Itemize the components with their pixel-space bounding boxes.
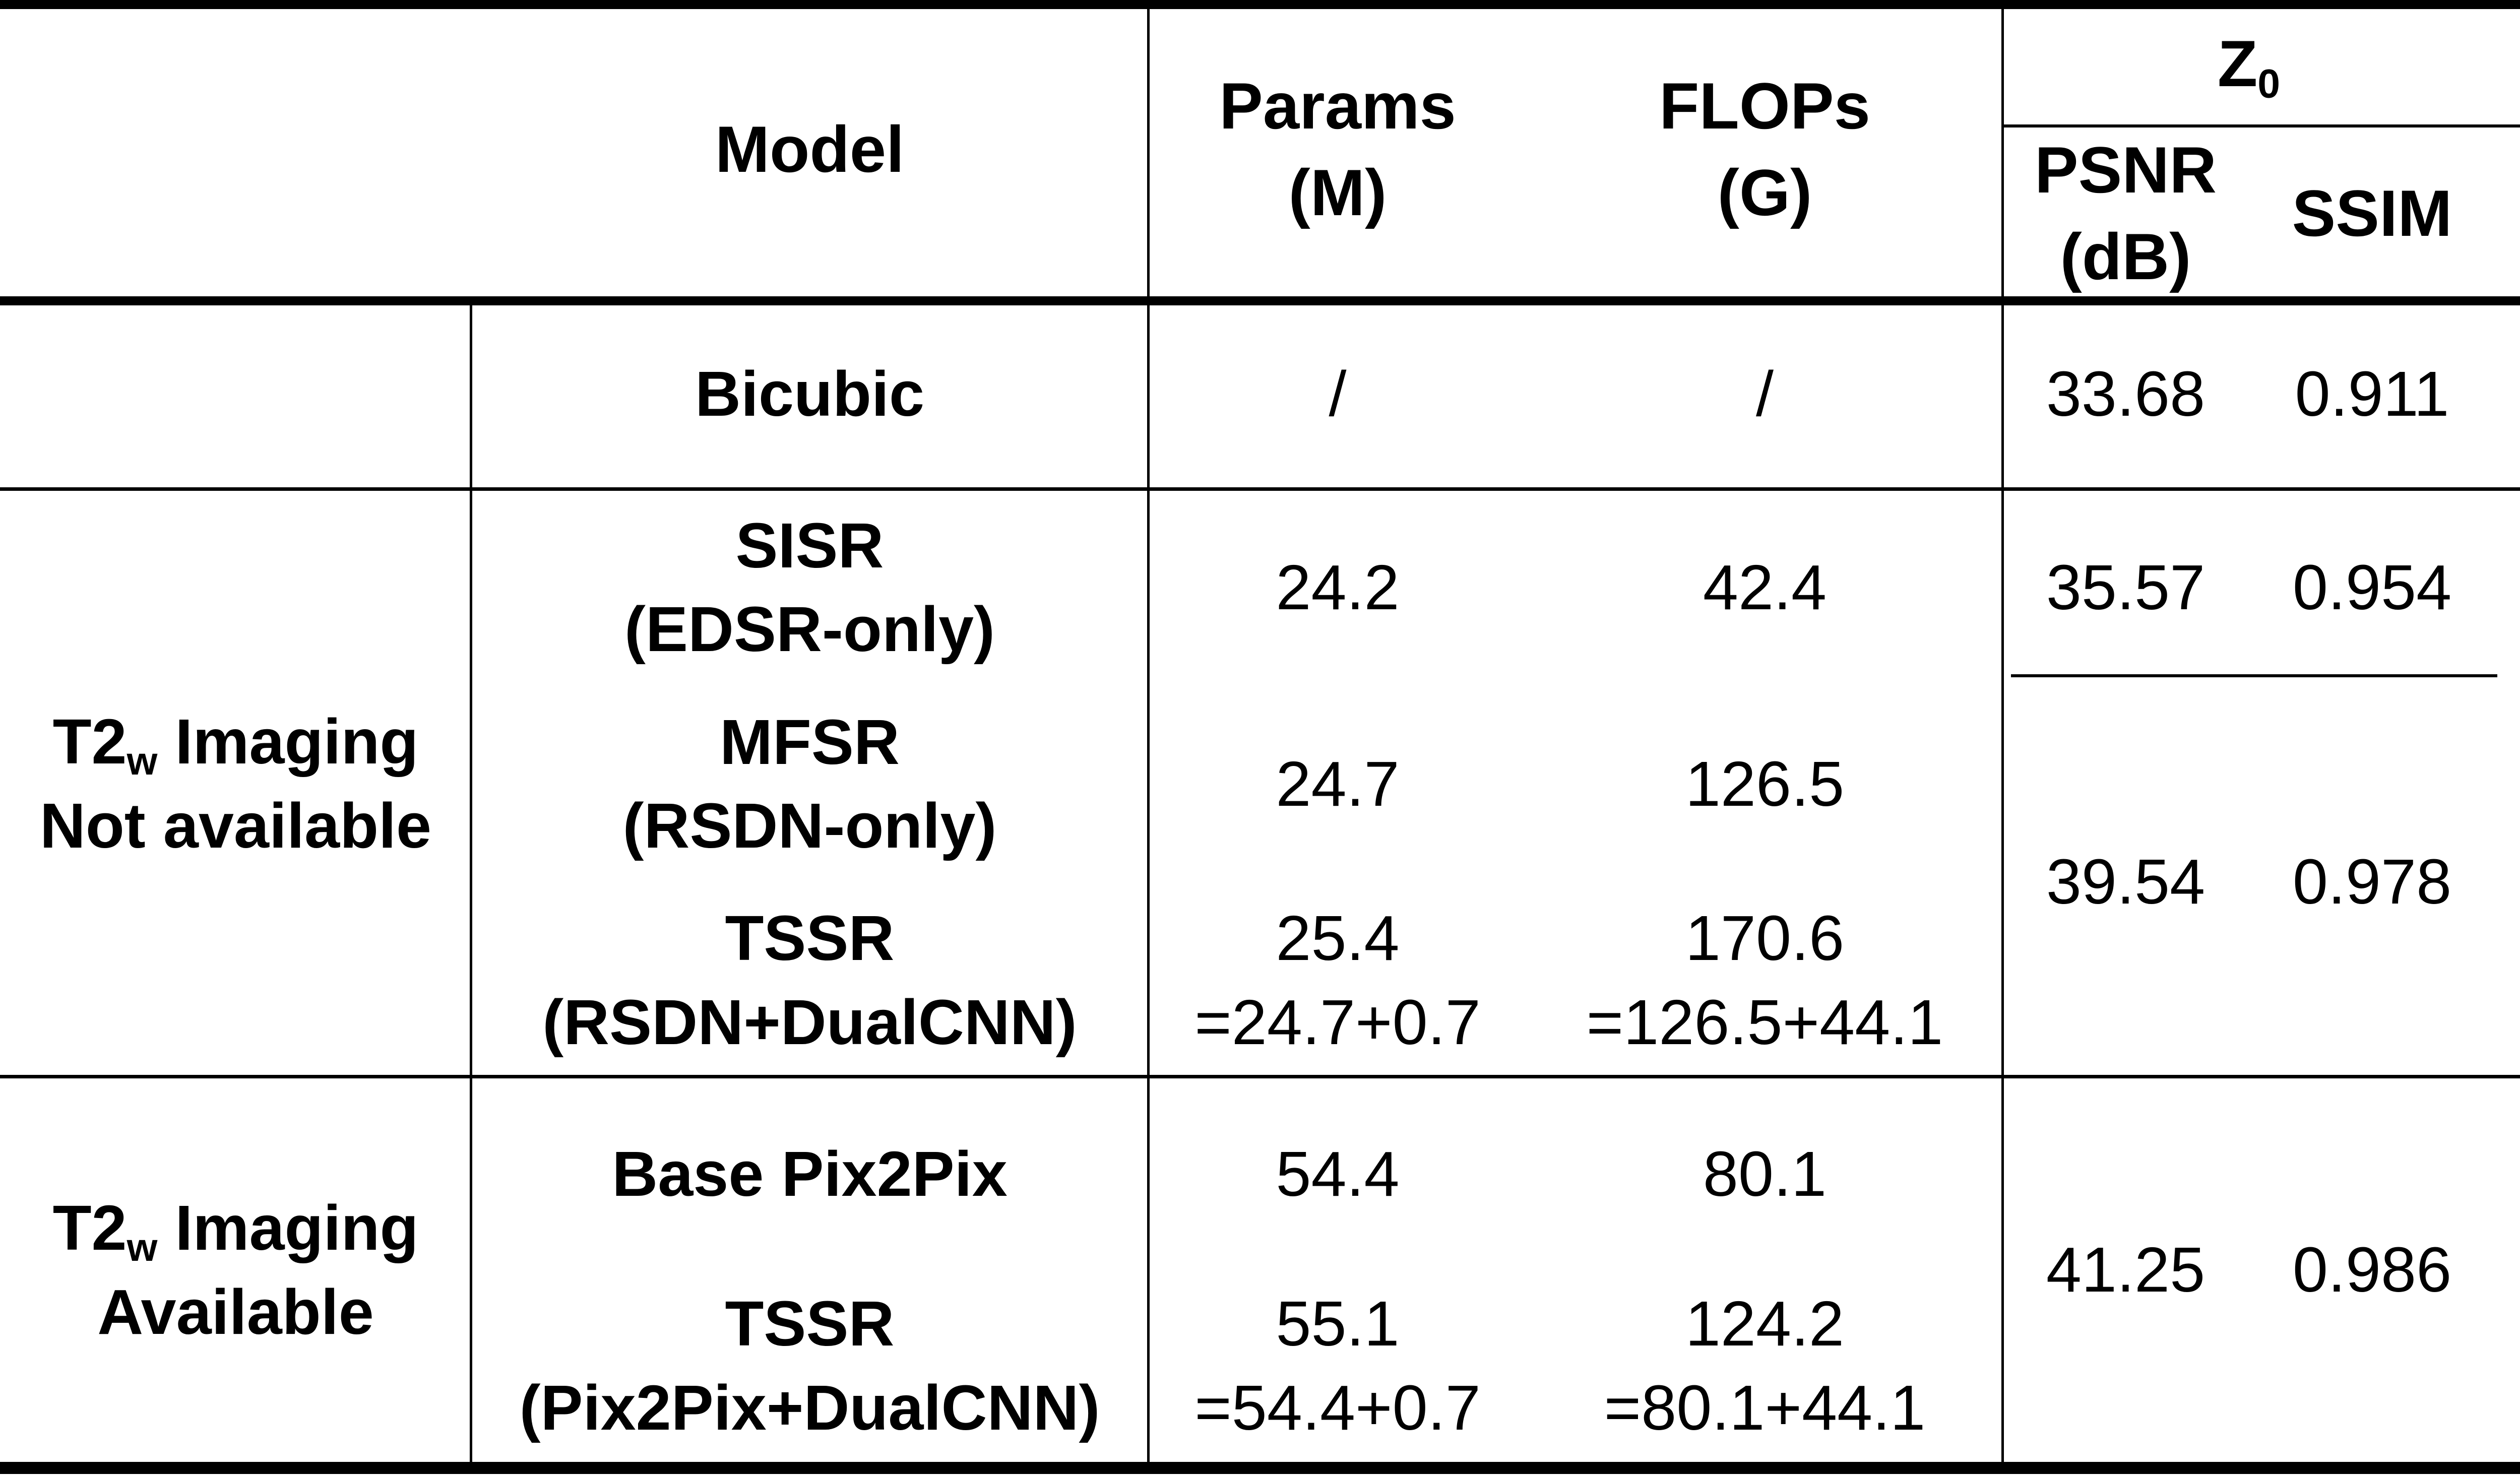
rule-top-border xyxy=(0,0,2520,9)
group2-w-subscript: w xyxy=(127,1225,158,1270)
flops-tssr-rsdn: 170.6 =126.5+44.1 xyxy=(1586,903,1943,1058)
bicubic-z0-ssim: 0.911 xyxy=(2295,358,2449,430)
model-tssr-rsdn: TSSR (RSDN+DualCNN) xyxy=(542,903,1077,1058)
params-tssr-rsdn: 25.4 =24.7+0.7 xyxy=(1194,903,1481,1058)
group2-merged-z0-psnr: 41.25 xyxy=(2046,1234,2206,1306)
group1-t2: T2 xyxy=(52,706,127,778)
group1-w-subscript: w xyxy=(127,739,158,784)
params-base-pix2pix: 54.4 xyxy=(1276,1138,1400,1209)
params-tssr-pix2pix: 55.1 =54.4+0.7 xyxy=(1194,1288,1481,1443)
group1-line2: Not available xyxy=(39,790,432,861)
group-header-ld-apt: LD-APT xyxy=(2495,0,2520,127)
model-base-pix2pix: Base Pix2Pix xyxy=(612,1138,1007,1209)
flops-base-pix2pix: 80.1 xyxy=(1703,1138,1827,1209)
model-sisr: SISR (EDSR-only) xyxy=(624,509,995,665)
group1-merged-z0-ssim: 0.978 xyxy=(2292,846,2452,918)
group2-t2: T2 xyxy=(52,1192,127,1264)
tssr-rsdn-ldapt-psnr: 32.48 xyxy=(2495,882,2520,1078)
group2-merged-z0-ssim: 0.986 xyxy=(2292,1234,2452,1306)
vline-grouplabel-model xyxy=(470,305,472,1462)
bicubic-ldapt-psnr: 25.67 xyxy=(2495,299,2520,489)
sisr-ldapt-psnr: 25.96 xyxy=(2495,489,2520,686)
rule-bottom-border xyxy=(0,1462,2520,1474)
model-mfsr: MFSR (RSDN-only) xyxy=(622,706,997,861)
sisr-z0-psnr: 35.57 xyxy=(2046,551,2206,623)
sisr-z0-ssim: 0.954 xyxy=(2292,551,2452,623)
model-bicubic: Bicubic xyxy=(695,358,925,430)
vline-flops-metrics xyxy=(2001,9,2004,1462)
model-tssr-pix2pix: TSSR (Pix2Pix+DualCNN) xyxy=(519,1288,1100,1443)
row-group-label-not-available: T2w Imaging Not available xyxy=(0,489,471,1078)
vline-model-params xyxy=(1147,9,1150,1462)
col-header-model: Model xyxy=(715,112,905,186)
rule-under-bicubic xyxy=(0,487,2520,491)
params-sisr: 24.2 xyxy=(1276,551,1400,623)
col-header-flops: FLOPs (G) xyxy=(1659,69,1870,229)
params-mfsr: 24.7 xyxy=(1276,748,1400,819)
mfsr-ldapt-psnr: 31.94 xyxy=(2495,686,2520,882)
flops-bicubic: / xyxy=(1755,358,1774,430)
rule-header-groups-underline xyxy=(2002,124,2520,127)
bicubic-z0-psnr: 33.68 xyxy=(2046,358,2206,430)
group2-line2: Available xyxy=(97,1276,374,1347)
group1-merged-z0-psnr: 39.54 xyxy=(2046,846,2206,918)
group-header-z0: Z0 xyxy=(2002,0,2495,127)
params-bicubic: / xyxy=(1329,358,1347,430)
rule-cmid-z0-sisr xyxy=(2011,674,2497,677)
group1-imaging: Imaging xyxy=(157,706,419,778)
flops-mfsr: 126.5 xyxy=(1685,748,1845,819)
group2-imaging: Imaging xyxy=(157,1192,419,1264)
col-header-params: Params (M) xyxy=(1219,69,1456,229)
row-group-label-available: T2w Imaging Available xyxy=(0,1078,471,1462)
subheader-psnr-z0: PSNR (dB) xyxy=(2034,133,2217,293)
rule-between-groups xyxy=(0,1075,2520,1078)
z0-base: Z xyxy=(2217,26,2258,100)
tssr-pix2pix-ldapt-psnr: 33.08 xyxy=(2495,1270,2520,1462)
subheader-psnr-ldapt: PSNR (dB) xyxy=(2495,127,2520,299)
rule-header-bottom xyxy=(0,296,2520,305)
flops-tssr-pix2pix: 124.2 =80.1+44.1 xyxy=(1604,1288,1926,1443)
base-pix2pix-ldapt-psnr: 31.97 xyxy=(2495,1078,2520,1270)
flops-sisr: 42.4 xyxy=(1703,551,1827,623)
subheader-ssim-z0: SSIM xyxy=(2292,176,2452,250)
z0-subscript: 0 xyxy=(2257,61,2281,107)
